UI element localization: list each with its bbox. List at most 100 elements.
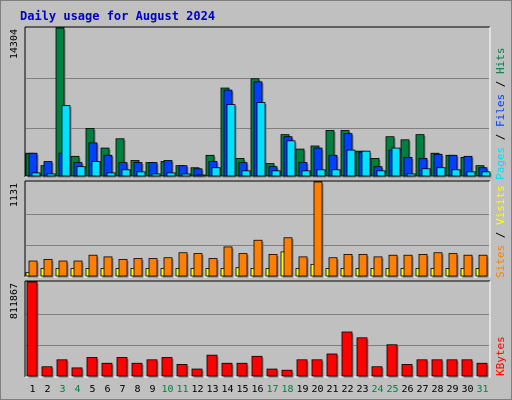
bar-sites-day-25 bbox=[388, 254, 398, 277]
legend-pages: Pages bbox=[494, 146, 507, 180]
x-tick-day-31: 31 bbox=[476, 384, 488, 395]
bar-sites-day-16 bbox=[253, 239, 263, 277]
bar-pages-day-11-shadow bbox=[183, 175, 192, 178]
x-tick-day-22: 22 bbox=[341, 384, 353, 395]
legend-separator: / bbox=[494, 127, 507, 147]
bar-pages-day-26 bbox=[406, 173, 416, 177]
bar-sites-day-7 bbox=[118, 258, 128, 277]
bar-pages-day-29 bbox=[451, 169, 461, 177]
bar-sites-day-3 bbox=[58, 260, 68, 277]
y-max-label-bottom: 811867 bbox=[9, 283, 20, 319]
bar-pages-day-10 bbox=[166, 172, 176, 177]
x-tick-day-13: 13 bbox=[206, 384, 218, 395]
chart-title: Daily usage for August 2024 bbox=[20, 9, 216, 23]
x-tick-day-23: 23 bbox=[356, 384, 368, 395]
bar-pages-day-9 bbox=[151, 173, 161, 177]
bar-kbytes-day-10 bbox=[161, 357, 173, 377]
bar-kbytes-day-3 bbox=[56, 359, 68, 377]
x-tick-day-8: 8 bbox=[134, 384, 140, 395]
bar-sites-day-19 bbox=[298, 256, 308, 277]
bar-sites-day-2 bbox=[43, 258, 53, 277]
bar-kbytes-day-9 bbox=[146, 359, 158, 377]
bar-pages-day-30 bbox=[466, 171, 476, 177]
legend-separator: / bbox=[494, 74, 507, 94]
x-tick-day-4: 4 bbox=[74, 384, 80, 395]
bar-pages-day-12-shadow bbox=[198, 176, 207, 178]
x-tick-day-7: 7 bbox=[119, 384, 125, 395]
bar-pages-day-26-shadow bbox=[408, 175, 417, 178]
bar-pages-day-27 bbox=[421, 168, 431, 177]
bar-kbytes-day-4 bbox=[71, 367, 83, 377]
bar-pages-day-2 bbox=[46, 173, 56, 177]
bar-pages-day-12 bbox=[196, 174, 206, 177]
bar-sites-day-21 bbox=[328, 257, 338, 277]
legend-kbytes: KBytes bbox=[494, 278, 507, 376]
x-tick-day-26: 26 bbox=[401, 384, 413, 395]
bar-sites-day-20 bbox=[313, 181, 323, 277]
bar-kbytes-day-29 bbox=[446, 359, 458, 377]
bar-kbytes-day-17 bbox=[266, 368, 278, 377]
x-tick-day-21: 21 bbox=[326, 384, 338, 395]
bar-kbytes-day-5 bbox=[86, 357, 98, 377]
bar-pages-day-19 bbox=[301, 170, 311, 177]
x-tick-day-17: 17 bbox=[266, 384, 278, 395]
bar-kbytes-day-26 bbox=[401, 364, 413, 377]
bar-pages-day-8 bbox=[136, 171, 146, 177]
legend-separator: / bbox=[494, 225, 507, 245]
bar-kbytes-day-25 bbox=[386, 344, 398, 377]
x-tick-day-1: 1 bbox=[29, 384, 35, 395]
bar-pages-day-28 bbox=[436, 167, 446, 177]
bar-sites-day-24 bbox=[373, 256, 383, 277]
bar-pages-day-21 bbox=[331, 169, 341, 177]
x-tick-day-16: 16 bbox=[251, 384, 263, 395]
bar-kbytes-day-13 bbox=[206, 354, 218, 377]
bar-pages-day-7 bbox=[121, 169, 131, 177]
bar-sites-day-26 bbox=[403, 254, 413, 277]
bar-pages-day-14 bbox=[226, 104, 236, 177]
x-tick-day-12: 12 bbox=[191, 384, 203, 395]
x-tick-day-5: 5 bbox=[89, 384, 95, 395]
bar-sites-day-4 bbox=[73, 260, 83, 277]
bar-kbytes-day-12 bbox=[191, 368, 203, 377]
bar-sites-day-28 bbox=[433, 252, 443, 277]
x-tick-day-25: 25 bbox=[386, 384, 398, 395]
bar-sites-day-17 bbox=[268, 253, 278, 277]
legend-files: Files bbox=[494, 93, 507, 127]
bar-sites-day-12 bbox=[193, 253, 203, 277]
bar-kbytes-day-23 bbox=[356, 337, 368, 377]
x-tick-day-9: 9 bbox=[149, 384, 155, 395]
x-tick-day-29: 29 bbox=[446, 384, 458, 395]
bar-kbytes-day-21 bbox=[326, 353, 338, 377]
bar-pages-day-25 bbox=[391, 147, 401, 177]
legend-pages-files-hits: Pages / Files / Hits bbox=[494, 28, 507, 181]
bar-sites-day-1 bbox=[28, 260, 38, 277]
legend-kbytes-text: KBytes bbox=[494, 336, 507, 376]
bar-kbytes-day-18 bbox=[281, 369, 293, 377]
bar-pages-day-23 bbox=[361, 150, 371, 177]
bar-pages-day-22 bbox=[346, 149, 356, 177]
bar-pages-day-3 bbox=[61, 105, 71, 177]
legend-visits: Visits bbox=[494, 185, 507, 225]
bar-kbytes-day-30 bbox=[461, 359, 473, 377]
bar-kbytes-day-19 bbox=[296, 359, 308, 377]
bar-pages-day-2-shadow bbox=[48, 175, 57, 178]
bar-sites-day-27 bbox=[418, 253, 428, 277]
bar-sites-day-18 bbox=[283, 237, 293, 277]
bar-sites-day-11 bbox=[178, 252, 188, 277]
bar-sites-day-8 bbox=[133, 258, 143, 277]
bar-kbytes-day-31 bbox=[476, 362, 488, 377]
bar-sites-day-9 bbox=[148, 258, 158, 277]
x-tick-day-18: 18 bbox=[281, 384, 293, 395]
x-tick-day-3: 3 bbox=[59, 384, 65, 395]
bar-kbytes-day-28 bbox=[431, 359, 443, 377]
bar-kbytes-day-27 bbox=[416, 359, 428, 377]
bar-sites-day-15 bbox=[238, 253, 248, 277]
bar-kbytes-day-2 bbox=[41, 366, 53, 377]
bar-pages-day-1 bbox=[31, 172, 41, 177]
bar-kbytes-day-11 bbox=[176, 364, 188, 377]
bar-pages-day-16 bbox=[256, 102, 266, 177]
bar-sites-day-6 bbox=[103, 256, 113, 277]
bar-sites-day-13 bbox=[208, 258, 218, 277]
bar-kbytes-day-8 bbox=[131, 362, 143, 377]
